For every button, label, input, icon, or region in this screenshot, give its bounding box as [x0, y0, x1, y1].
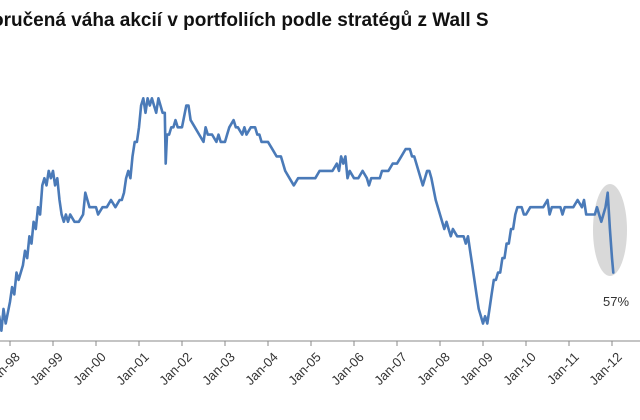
x-tick-label: Jan-08	[414, 349, 453, 388]
x-tick-label: Jan-11	[544, 349, 582, 387]
x-tick-label: Jan-07	[371, 349, 410, 388]
x-tick-label: Jan-98	[0, 349, 23, 388]
x-tick-label: Jan-04	[242, 349, 281, 388]
x-axis: Jan-98 Jan-99 Jan-00 Jan-01 Jan-02 Jan-03 Jan-…	[0, 340, 640, 388]
x-tick-label: Jan-03	[199, 349, 238, 388]
x-tick-label: Jan-05	[285, 349, 324, 388]
annotation-layer: 57%	[603, 294, 629, 309]
annotation-label: 57%	[603, 294, 629, 309]
x-tick-label: Jan-00	[70, 349, 109, 388]
x-tick-label: Jan-09	[457, 349, 496, 388]
x-tick-label: Jan-12	[586, 349, 625, 388]
x-tick-label: Jan-02	[156, 349, 195, 388]
x-tick-label: Jan-06	[328, 349, 367, 388]
series-line	[0, 97, 615, 333]
x-tick-label: Jan-01	[113, 349, 152, 388]
x-tick-label: Jan-99	[27, 349, 66, 388]
series-layer	[0, 97, 615, 333]
chart-title: oručená váha akcií v portfoliích podle s…	[0, 10, 489, 31]
x-tick-label: Jan-10	[500, 349, 539, 388]
